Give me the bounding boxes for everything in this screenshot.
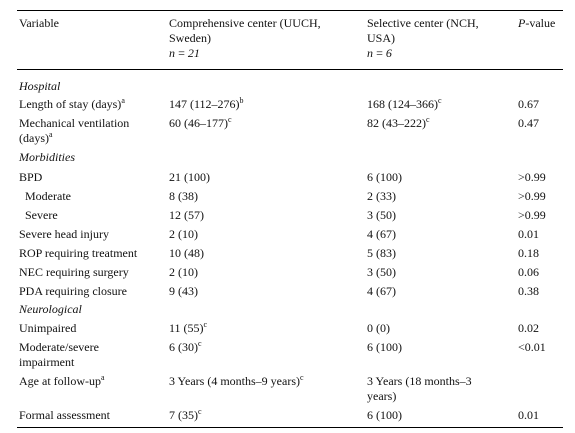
cell-text: 60 (46–177)	[169, 116, 228, 130]
cell-pvalue: 0.01	[518, 227, 539, 241]
row-label: Length of stay (days)a	[19, 97, 167, 112]
row-label: ROP requiring treatment	[19, 246, 138, 260]
header-pvalue-p: P	[518, 16, 526, 30]
section-label-neurological: Neurological	[19, 302, 82, 316]
cell-selective: 5 (83)	[367, 246, 396, 260]
cell-selective: 6 (100)	[367, 340, 402, 354]
footnote-mark: c	[426, 115, 430, 124]
cell-comprehensive: 147 (112–276)b	[169, 97, 369, 112]
cell-pvalue: >0.99	[518, 189, 546, 203]
header-col2-line1: Selective center (NCH,	[367, 16, 479, 30]
row-label: BPD	[19, 170, 43, 184]
row-label: Moderate/severe impairment	[19, 340, 167, 370]
cell-selective: 3 (50)	[367, 208, 396, 222]
row-label-line1: Moderate/severe	[19, 340, 99, 354]
section-label-hospital: Hospital	[19, 79, 61, 93]
header-selective-center: Selective center (NCH, USA) n = 6	[367, 16, 517, 61]
cell-comprehensive: 7 (35)c	[169, 408, 369, 423]
footnote-mark: c	[300, 373, 304, 382]
cell-comprehensive: 2 (10)	[169, 227, 198, 241]
cell-pvalue: 0.06	[518, 265, 539, 279]
cell-selective: 2 (33)	[367, 189, 396, 203]
cell-selective: 6 (100)	[367, 170, 402, 184]
cell-comprehensive: 12 (57)	[169, 208, 204, 222]
header-variable: Variable	[19, 16, 59, 30]
cell-comprehensive: 3 Years (4 months–9 years)c	[169, 374, 369, 389]
cell-pvalue: 0.02	[518, 321, 539, 335]
cell-selective: 6 (100)	[367, 408, 402, 422]
row-label: Formal assessment	[19, 408, 110, 422]
row-label-line1: Mechanical ventilation	[19, 116, 130, 130]
table-top-rule	[17, 10, 563, 11]
cell-selective: 3 Years (18 months–3 years)	[367, 374, 517, 404]
cell-comprehensive: 9 (43)	[169, 284, 198, 298]
table-header-rule	[17, 69, 563, 70]
row-label-text: Length of stay (days)	[19, 97, 122, 111]
cell-selective: 3 (50)	[367, 265, 396, 279]
row-label: Age at follow-upa	[19, 374, 167, 389]
footnote-mark: c	[198, 407, 202, 416]
cell-comprehensive: 8 (38)	[169, 189, 198, 203]
row-label: PDA requiring closure	[19, 284, 127, 298]
cell-comprehensive: 60 (46–177)c	[169, 116, 369, 131]
cell-selective: 4 (67)	[367, 227, 396, 241]
footnote-mark: b	[239, 96, 244, 105]
cell-pvalue: 0.01	[518, 408, 539, 422]
header-col2-line2: USA)	[367, 31, 396, 45]
cell-pvalue: 0.18	[518, 246, 539, 260]
footnote-mark: a	[100, 373, 105, 382]
footnote-mark: c	[438, 96, 442, 105]
cell-pvalue: 0.38	[518, 284, 539, 298]
header-col1-n: n = 21	[169, 46, 200, 60]
row-label-text: (days)	[19, 131, 49, 145]
cell-text: 6 (30)	[169, 340, 198, 354]
header-comprehensive-center: Comprehensive center (UUCH, Sweden) n = …	[169, 16, 369, 61]
table-header: Variable Comprehensive center (UUCH, Swe…	[17, 16, 563, 64]
section-label-morbidities: Morbidities	[19, 150, 75, 164]
cell-selective: 168 (124–366)c	[367, 97, 517, 112]
row-label: Moderate	[25, 189, 71, 203]
table-bottom-rule	[17, 427, 563, 428]
cell-selective: 4 (67)	[367, 284, 396, 298]
cell-pvalue: <0.01	[518, 340, 546, 354]
footnote-mark: c	[203, 320, 208, 329]
row-label-line2: impairment	[19, 355, 75, 369]
row-label-line2: (days)a	[19, 131, 167, 146]
cell-pvalue: 0.67	[518, 97, 539, 111]
row-label: Severe head injury	[19, 227, 109, 241]
cell-comprehensive: 6 (30)c	[169, 340, 369, 355]
row-label: NEC requiring surgery	[19, 265, 129, 279]
header-pvalue-rest: -value	[525, 16, 556, 30]
row-label: Severe	[25, 208, 58, 222]
header-pvalue: P-value	[518, 16, 563, 31]
footnote-mark: a	[49, 130, 53, 139]
footnote-mark: c	[228, 115, 232, 124]
cell-line1: 3 Years (18 months–3	[367, 374, 472, 388]
cell-comprehensive: 11 (55)c	[169, 321, 369, 336]
row-label: Mechanical ventilation (days)a	[19, 116, 167, 146]
header-col2-n: n = 6	[367, 46, 392, 60]
header-col1-line1: Comprehensive center (UUCH,	[169, 16, 321, 30]
cell-text: 3 Years (4 months–9 years)	[169, 374, 300, 388]
cell-pvalue: >0.99	[518, 170, 546, 184]
footnote-mark: c	[198, 339, 202, 348]
footnote-mark: a	[121, 96, 125, 105]
cell-selective: 0 (0)	[367, 321, 390, 335]
cell-pvalue: >0.99	[518, 208, 546, 222]
cell-line2: years)	[367, 389, 397, 403]
cell-text: 7 (35)	[169, 408, 198, 422]
cell-pvalue: 0.47	[518, 116, 539, 130]
row-label-text: Age at follow-up	[19, 374, 101, 388]
cell-text: 11 (55)	[169, 321, 204, 335]
cell-comprehensive: 2 (10)	[169, 265, 198, 279]
cell-comprehensive: 21 (100)	[169, 170, 210, 184]
cell-comprehensive: 10 (48)	[169, 246, 204, 260]
cell-selective: 82 (43–222)c	[367, 116, 517, 131]
cell-text: 82 (43–222)	[367, 116, 426, 130]
header-col1-line2: Sweden)	[169, 31, 211, 45]
cell-text: 147 (112–276)	[169, 97, 240, 111]
cell-text: 168 (124–366)	[367, 97, 438, 111]
row-label: Unimpaired	[19, 321, 77, 335]
